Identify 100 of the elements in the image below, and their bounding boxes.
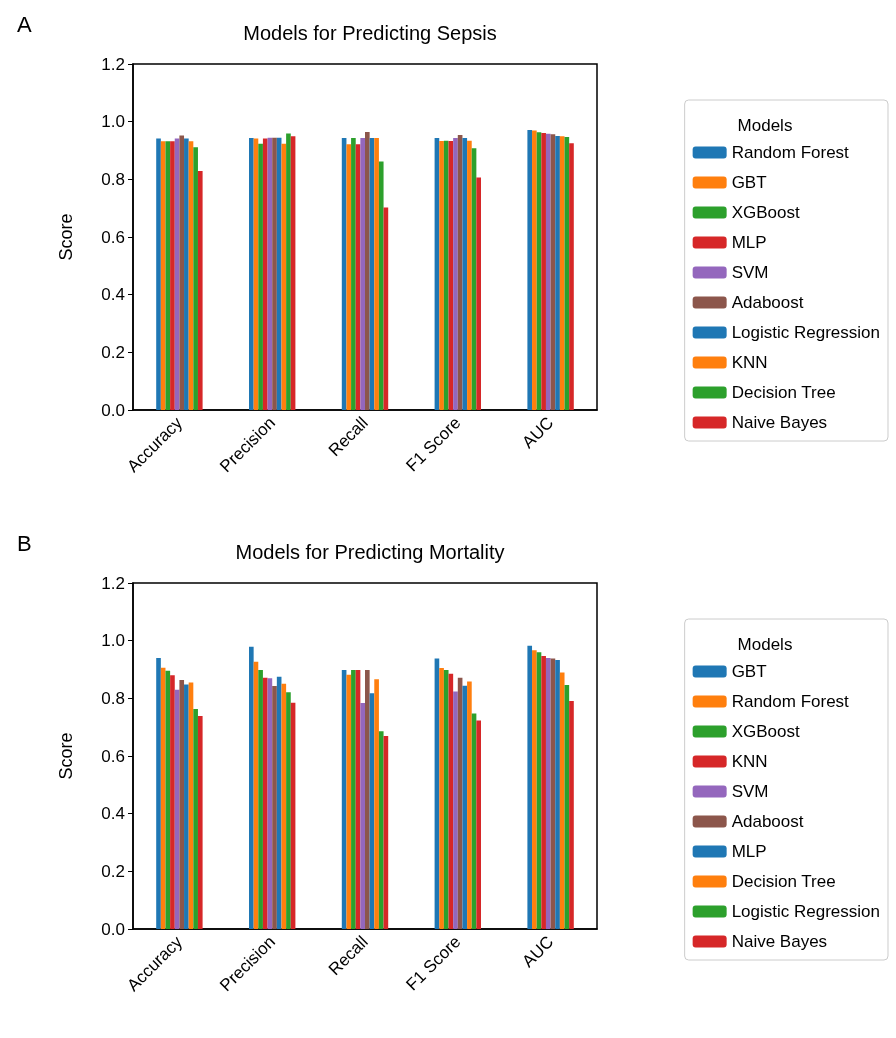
y-tick-label: 0.0 [101, 919, 125, 939]
y-tick-label: 1.2 [101, 54, 125, 74]
bar [559, 672, 565, 929]
bar [467, 681, 472, 929]
bar [532, 650, 537, 929]
bar [545, 657, 551, 929]
y-tick-label: 0.8 [101, 169, 125, 189]
bar [286, 692, 291, 929]
bar [258, 143, 263, 410]
bar [527, 130, 533, 410]
bar [555, 136, 560, 410]
legend-label: Logistic Regression [731, 323, 881, 342]
bar [476, 177, 481, 410]
legend-label: Adaboost [731, 293, 804, 312]
bar [258, 670, 263, 929]
bar [541, 655, 546, 929]
bar [272, 685, 277, 929]
bar [193, 147, 198, 410]
bar [184, 684, 189, 929]
bar [351, 670, 356, 929]
bar [179, 135, 185, 410]
text: B [17, 530, 32, 556]
bar [569, 700, 574, 929]
bar [170, 675, 175, 929]
legend-label: Naive Bayes [731, 932, 828, 951]
bar [569, 143, 574, 410]
bar [462, 138, 468, 410]
y-axis-title: Score [56, 732, 76, 780]
bar [346, 674, 352, 929]
bar [272, 137, 277, 410]
bar [439, 140, 444, 410]
bar [527, 645, 533, 929]
bar [281, 683, 287, 929]
bar [532, 130, 537, 410]
bar [346, 144, 352, 410]
bar [467, 140, 472, 410]
bar [365, 132, 370, 410]
bar [378, 161, 384, 410]
bar [165, 141, 171, 410]
legend-label: XGBoost [731, 722, 800, 741]
y-tick-label: 0.4 [101, 285, 125, 305]
bar [545, 133, 551, 410]
legend-label: KNN [731, 353, 768, 372]
legend-label: Adaboost [731, 812, 804, 831]
bar [262, 138, 268, 410]
bar [374, 138, 379, 410]
bar [249, 138, 254, 410]
legend-label: Naive Bayes [731, 413, 828, 432]
bar [281, 143, 287, 410]
bar [360, 702, 365, 929]
legend-title: Models [737, 116, 793, 135]
bar [197, 170, 203, 410]
bar [559, 136, 565, 410]
bar [453, 138, 458, 410]
y-axis-title: Score [56, 213, 76, 261]
bar [351, 138, 356, 410]
legend-label: GBT [731, 662, 767, 681]
legend-label: Decision Tree [731, 383, 836, 402]
legend-label: Random Forest [731, 143, 850, 162]
legend-label: KNN [731, 752, 768, 771]
legend-label: Decision Tree [731, 872, 836, 891]
y-tick-label: 0.6 [101, 227, 125, 247]
legend-label: MLP [731, 233, 767, 252]
y-tick-label: 0.2 [101, 342, 125, 362]
bar [156, 657, 161, 929]
bar [555, 659, 560, 929]
y-tick-label: 0.8 [101, 688, 125, 708]
legend-label: Random Forest [731, 692, 850, 711]
bar [179, 679, 185, 929]
legend-label: SVM [731, 263, 769, 282]
bar [286, 133, 291, 410]
bar [184, 138, 189, 410]
y-tick-label: 1.0 [101, 112, 125, 132]
y-tick-label: 0.4 [101, 804, 125, 824]
legend-label: Logistic Regression [731, 902, 881, 921]
bar [453, 691, 458, 929]
chart-title: Models for Predicting Mortality [235, 541, 505, 563]
legend-label: MLP [731, 842, 767, 861]
bar [443, 670, 449, 929]
y-tick-label: 0.2 [101, 861, 125, 881]
y-tick-label: 1.0 [101, 631, 125, 651]
bar [156, 138, 161, 410]
bar [193, 709, 198, 929]
bar [249, 646, 254, 929]
bar [443, 140, 449, 410]
bar [165, 670, 171, 929]
bar [365, 670, 370, 929]
y-tick-label: 0.0 [101, 400, 125, 420]
bar [476, 720, 481, 929]
legend-title: Models [737, 635, 793, 654]
bar [462, 685, 468, 929]
legend-label: GBT [731, 173, 767, 192]
text: A [17, 11, 32, 37]
bar [262, 677, 268, 929]
bar [360, 138, 365, 410]
y-tick-label: 1.2 [101, 573, 125, 593]
chart-title: Models for Predicting Sepsis [243, 22, 497, 44]
y-tick-label: 0.6 [101, 746, 125, 766]
bar [170, 141, 175, 410]
bar [378, 731, 384, 929]
